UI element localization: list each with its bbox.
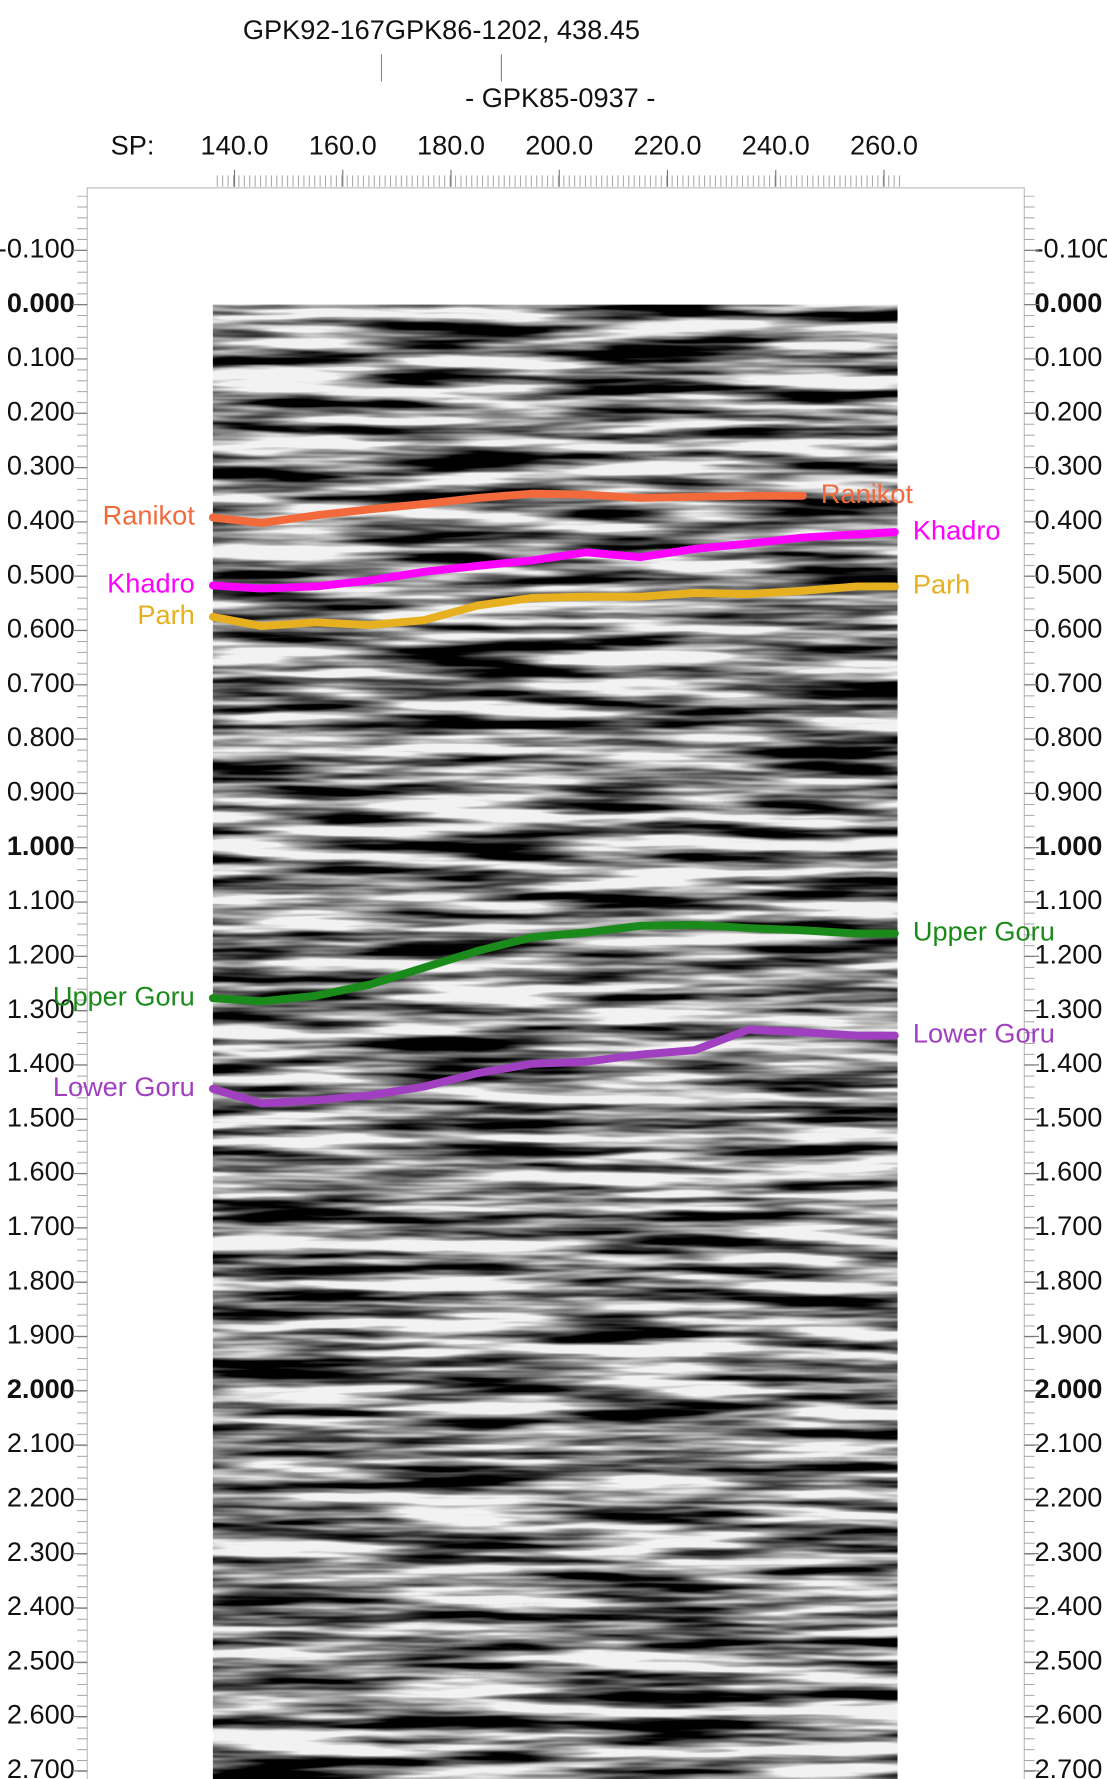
- minor-ticks-right: [1024, 195, 1035, 1779]
- y-tick-label-right: 1.700: [1034, 1210, 1102, 1241]
- y-tick-label-right: 1.300: [1034, 993, 1102, 1024]
- minor-ticks: [215, 175, 901, 187]
- y-tick-label: 0.500: [7, 558, 75, 589]
- y-tick-label-right: 2.200: [1034, 1482, 1102, 1513]
- y-tick-label: 1.800: [7, 1264, 75, 1295]
- x-axis-label: SP:: [111, 129, 155, 160]
- y-tick-label: 1.300: [7, 993, 75, 1024]
- horizon: [208, 489, 807, 527]
- y-tick-label-right: 0.900: [1034, 776, 1102, 807]
- y-tick-label-right: 0.300: [1034, 450, 1102, 481]
- x-tick-label: 180.0: [417, 129, 485, 160]
- y-tick-label: 2.400: [7, 1590, 75, 1621]
- well-label: GPK92-167GPK86-1202, 438.45: [243, 14, 640, 45]
- y-tick-label-right: 2.000: [1034, 1373, 1102, 1404]
- y-tick-label: -0.100: [0, 232, 75, 263]
- y-tick-label-right: 2.400: [1034, 1590, 1102, 1621]
- y-tick-label: 1.700: [7, 1210, 75, 1241]
- horizon-label-left: Lower Goru: [53, 1071, 195, 1102]
- y-tick-label-right: 1.800: [1034, 1264, 1102, 1295]
- y-tick-label-right: 2.700: [1034, 1753, 1102, 1779]
- seismic-image: [212, 304, 898, 1779]
- y-tick-label-right: -0.100: [1034, 232, 1107, 263]
- y-tick-label: 1.200: [7, 938, 75, 969]
- y-tick-label-right: 0.100: [1034, 341, 1102, 372]
- y-tick-label: 0.300: [7, 450, 75, 481]
- y-tick-label: 2.700: [7, 1753, 75, 1779]
- x-tick-label: 160.0: [309, 129, 377, 160]
- x-tick-label: 240.0: [742, 129, 810, 160]
- y-tick-label-right: 0.500: [1034, 558, 1102, 589]
- y-tick-label: 2.500: [7, 1644, 75, 1675]
- y-tick-label-right: 1.600: [1034, 1156, 1102, 1187]
- y-tick-label-right: 1.100: [1034, 884, 1102, 915]
- y-tick-label-right: 1.500: [1034, 1101, 1102, 1132]
- horizon: [208, 920, 899, 1006]
- y-tick-label-right: 1.200: [1034, 938, 1102, 969]
- y-tick-label: 0.400: [7, 504, 75, 535]
- seismic-reflectors: [212, 304, 898, 1779]
- y-tick-label: 0.700: [7, 667, 75, 698]
- y-tick-label: 2.000: [7, 1373, 75, 1404]
- y-tick-label-right: 0.700: [1034, 667, 1102, 698]
- horizon-label-left: Ranikot: [103, 500, 196, 531]
- y-tick-label: 2.200: [7, 1482, 75, 1513]
- y-tick-label: 2.600: [7, 1699, 75, 1730]
- line-label: - GPK85-0937 -: [465, 82, 655, 113]
- y-tick-label: 0.800: [7, 721, 75, 752]
- y-tick-label: 2.300: [7, 1536, 75, 1567]
- y-tick-label: 0.000: [7, 287, 75, 318]
- y-tick-label-right: 1.900: [1034, 1319, 1102, 1350]
- y-tick-label: 0.100: [7, 341, 75, 372]
- x-tick-label: 220.0: [634, 129, 702, 160]
- x-tick-label: 140.0: [201, 129, 269, 160]
- horizon-label-right: Parh: [913, 569, 970, 600]
- y-tick-label-right: 0.600: [1034, 613, 1102, 644]
- horizon: [208, 528, 899, 593]
- y-tick-label-right: 2.300: [1034, 1536, 1102, 1567]
- y-tick-label: 2.100: [7, 1427, 75, 1458]
- y-tick-label: 1.600: [7, 1156, 75, 1187]
- horizon-label-right: Ranikot: [821, 478, 914, 509]
- horizon-label-left: Khadro: [107, 568, 195, 599]
- y-tick-label-right: 0.000: [1034, 287, 1102, 318]
- y-tick-label: 0.900: [7, 776, 75, 807]
- y-tick-label: 1.400: [7, 1047, 75, 1078]
- y-tick-label-right: 1.000: [1034, 830, 1102, 861]
- y-tick-label: 0.600: [7, 613, 75, 644]
- y-tick-label-right: 2.600: [1034, 1699, 1102, 1730]
- horizon: [208, 1025, 899, 1108]
- y-tick-label-right: 2.500: [1034, 1644, 1102, 1675]
- y-tick-label-right: 0.400: [1034, 504, 1102, 535]
- horizon-label-left: Upper Goru: [53, 980, 195, 1011]
- horizon-label-right: Khadro: [913, 514, 1001, 545]
- horizon: [208, 582, 899, 631]
- y-tick-label-right: 2.100: [1034, 1427, 1102, 1458]
- x-tick-label: 260.0: [850, 129, 918, 160]
- y-tick-label: 1.900: [7, 1319, 75, 1350]
- horizon-label-left: Parh: [137, 599, 194, 630]
- horizon-label-right: Lower Goru: [913, 1018, 1055, 1049]
- x-tick-label: 200.0: [525, 129, 593, 160]
- y-tick-label: 1.000: [7, 830, 75, 861]
- y-tick-label-right: 0.200: [1034, 395, 1102, 426]
- horizon-label-right: Upper Goru: [913, 916, 1055, 947]
- y-tick-label: 1.100: [7, 884, 75, 915]
- y-tick-label: 0.200: [7, 395, 75, 426]
- minor-ticks-left: [77, 195, 88, 1779]
- y-tick-label: 1.500: [7, 1101, 75, 1132]
- y-tick-label-right: 1.400: [1034, 1047, 1102, 1078]
- y-tick-label-right: 0.800: [1034, 721, 1102, 752]
